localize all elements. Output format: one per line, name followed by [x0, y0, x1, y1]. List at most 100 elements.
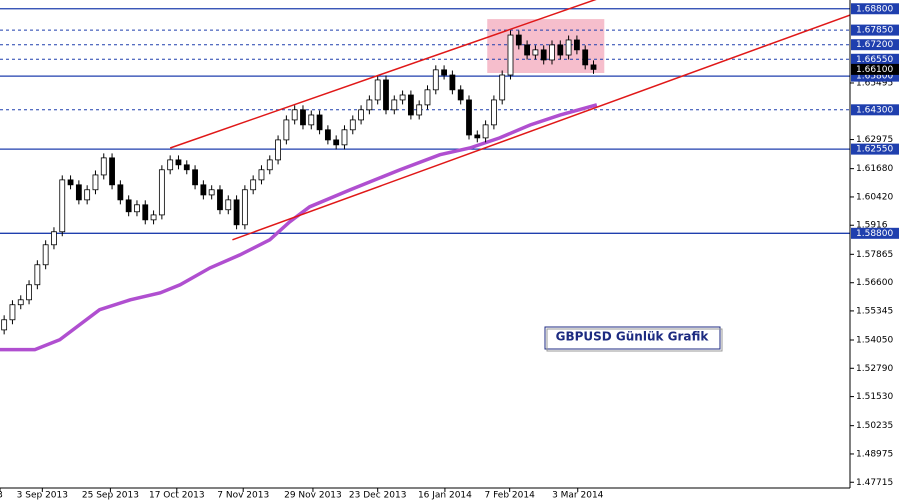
candle-body	[42, 244, 49, 266]
title-box	[544, 326, 721, 350]
x-tick-label: 16 Jan 2014	[418, 491, 472, 500]
candle-body	[532, 49, 539, 56]
candle-body	[183, 164, 190, 171]
candle-body	[482, 124, 489, 139]
candle-body	[333, 139, 340, 146]
level-label-bg	[851, 53, 899, 65]
y-tick-label: 1.48975	[856, 449, 893, 459]
candle-body	[308, 114, 315, 126]
moving-average	[0, 103, 598, 352]
level-label: 1.68800	[856, 4, 893, 14]
candle-body	[391, 99, 398, 111]
y-tick-label: 1.51530	[856, 392, 893, 402]
y-tick-label: 1.55345	[856, 306, 893, 316]
candle-body	[399, 94, 406, 101]
candle-body	[590, 64, 597, 70]
candle-body	[175, 159, 182, 166]
level-label-bg	[851, 104, 899, 116]
level-label: 1.66550	[856, 55, 893, 65]
candle-body	[150, 214, 157, 221]
candle-body	[457, 89, 464, 101]
candle-body	[84, 189, 91, 201]
y-tick-label: 1.56600	[856, 278, 893, 288]
chart-title: GBPUSD Günlük Grafik	[556, 330, 710, 344]
level-label: 1.65800	[856, 72, 893, 82]
y-tick-label: 1.47715	[856, 478, 893, 488]
candle-body	[549, 44, 555, 61]
candle-body	[374, 79, 381, 101]
x-tick-label: 25 Sep 2013	[82, 491, 139, 500]
level-label-bg	[851, 39, 899, 51]
candle-body	[358, 109, 364, 121]
candle-body	[51, 231, 57, 246]
candle-body	[208, 189, 215, 196]
candle-body	[407, 94, 414, 116]
y-tick-label: 1.62975	[856, 135, 893, 145]
candle-body	[424, 89, 431, 106]
candle-body	[341, 129, 348, 146]
candle-body	[59, 179, 66, 233]
candle-body	[109, 157, 115, 186]
candle-body	[9, 304, 16, 321]
candle-body	[515, 34, 522, 46]
candle-body	[490, 99, 497, 126]
candle-body	[92, 174, 99, 191]
candle-body	[117, 184, 124, 201]
candle-body	[499, 74, 506, 101]
candle-body	[283, 119, 290, 141]
level-label-bg	[851, 3, 899, 15]
candle-body	[507, 34, 514, 76]
level-label-bg	[851, 70, 899, 82]
candle-body	[524, 44, 530, 56]
x-tick-label: 17 Oct 2013	[149, 491, 205, 500]
candle-body	[266, 159, 273, 171]
level-label: 1.58800	[856, 229, 893, 239]
y-tick-label: 1.50235	[856, 421, 893, 431]
level-label: 1.62550	[856, 145, 893, 155]
x-tick-label: 3	[0, 491, 3, 500]
axes: 1.65495 1.62975 1.61680 1.60420 1.5916 1.5786…	[0, 3, 899, 500]
candle-body	[17, 299, 24, 306]
candle-body	[449, 74, 456, 91]
candle-body	[474, 134, 481, 139]
candle-body	[233, 199, 240, 226]
candle-body	[100, 157, 107, 176]
candle-body	[158, 169, 165, 216]
candle-body	[383, 79, 389, 111]
candle-body	[192, 169, 198, 186]
candle-body	[167, 159, 174, 171]
candle-body	[366, 99, 373, 111]
candle-body	[416, 104, 423, 116]
x-tick-label: 29 Nov 2013	[284, 491, 342, 500]
candle-body	[75, 184, 82, 201]
candle-body	[582, 49, 589, 66]
x-tick-label: 3 Sep 2013	[17, 491, 68, 500]
level-label: 1.67200	[856, 40, 893, 50]
candle-body	[540, 49, 547, 61]
level-label-bg	[851, 227, 899, 239]
candle-body	[217, 189, 223, 211]
level-label-bg	[851, 24, 899, 36]
title-box-shadow	[546, 328, 723, 352]
candle-body	[557, 44, 564, 56]
candle-body	[300, 109, 306, 126]
candle-body	[291, 109, 298, 121]
candle-body	[34, 264, 41, 286]
candle-body	[241, 189, 248, 226]
candle-body	[125, 199, 132, 213]
x-tick-label: 23 Dec 2013	[349, 491, 407, 500]
candle-body	[432, 69, 439, 91]
current-price-label: 1.66100	[856, 65, 893, 75]
candle-body	[26, 284, 32, 301]
x-tick-label: 7 Nov 2013	[217, 491, 269, 500]
candle-body	[67, 179, 74, 186]
candle-body	[316, 114, 323, 131]
candle-body	[349, 119, 356, 131]
x-tick-label: 7 Feb 2014	[485, 491, 536, 500]
level-label: 1.67850	[856, 26, 893, 36]
y-tick-label: 1.57865	[856, 250, 893, 260]
y-tick-label: 1.54050	[856, 335, 893, 345]
candle-body	[574, 39, 580, 51]
candle-body	[142, 204, 149, 221]
